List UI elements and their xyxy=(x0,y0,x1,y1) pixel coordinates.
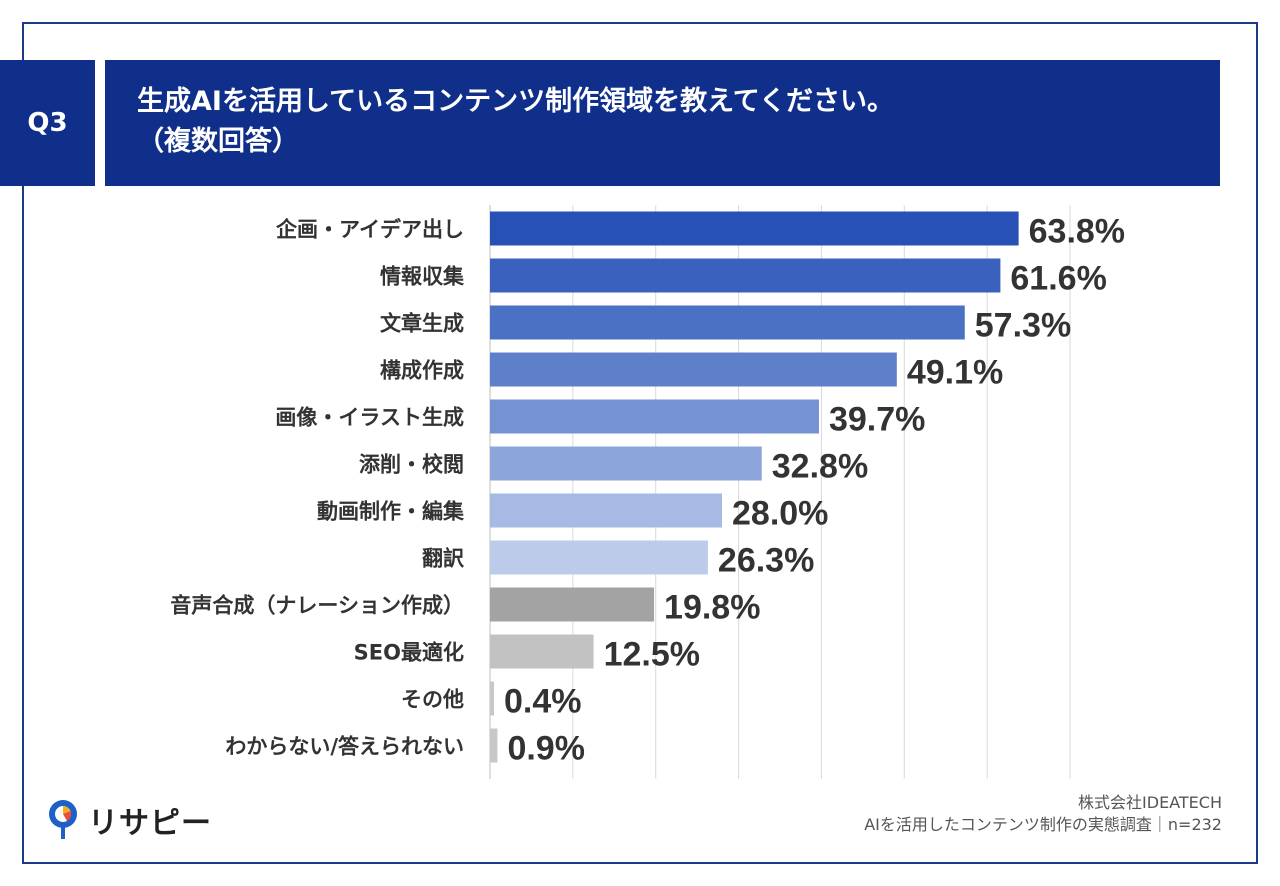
category-label: SEO最適化 xyxy=(354,641,464,665)
bar xyxy=(490,634,594,669)
category-label: 構成作成 xyxy=(380,359,464,383)
bar xyxy=(490,399,819,434)
bar xyxy=(490,728,498,763)
logo-text: リサピー xyxy=(88,806,212,841)
category-label: 動画制作・編集 xyxy=(317,500,465,524)
bar xyxy=(490,446,762,481)
value-label: 0.4% xyxy=(504,683,582,721)
chart-frame xyxy=(22,22,1258,864)
logo-pin-icon xyxy=(49,800,77,839)
value-label: 39.7% xyxy=(829,401,925,439)
value-label: 63.8% xyxy=(1029,213,1125,251)
question-badge: Q3 xyxy=(0,60,95,186)
bar xyxy=(490,305,965,340)
value-label: 12.5% xyxy=(604,636,700,674)
category-label: 情報収集 xyxy=(380,265,465,289)
category-label: 翻訳 xyxy=(422,547,465,571)
category-label: 画像・イラスト生成 xyxy=(275,406,464,430)
category-label: 音声合成（ナレーション作成） xyxy=(170,594,464,618)
question-title-box: 生成AIを活用しているコンテンツ制作領域を教えてください。 （複数回答） xyxy=(105,60,1220,186)
value-label: 57.3% xyxy=(975,307,1071,345)
footer-source: 株式会社IDEATECH AIを活用したコンテンツ制作の実態調査｜n=232 xyxy=(864,792,1222,836)
value-label: 32.8% xyxy=(772,448,868,486)
category-label: 添削・校閲 xyxy=(359,453,464,477)
category-label: わからない/答えられない xyxy=(225,735,464,759)
bar xyxy=(490,681,494,716)
category-label: 文章生成 xyxy=(380,312,464,336)
value-label: 61.6% xyxy=(1010,260,1106,298)
bar xyxy=(490,352,897,387)
bar xyxy=(490,211,1019,246)
value-label: 26.3% xyxy=(718,542,814,580)
bar xyxy=(490,258,1001,293)
value-label: 19.8% xyxy=(664,589,760,627)
question-subtitle: （複数回答） xyxy=(137,126,299,157)
logo: リサピー xyxy=(46,798,212,842)
category-label: その他 xyxy=(401,688,464,712)
category-label: 企画・アイデア出し xyxy=(275,218,464,242)
bar xyxy=(490,587,655,622)
company-name: 株式会社IDEATECH xyxy=(1078,793,1222,812)
bar xyxy=(490,493,722,528)
survey-info: AIを活用したコンテンツ制作の実態調査｜n=232 xyxy=(864,815,1222,834)
value-label: 28.0% xyxy=(732,495,828,533)
value-label: 0.9% xyxy=(507,730,585,768)
question-title: 生成AIを活用しているコンテンツ制作領域を教えてください。 xyxy=(137,86,894,117)
bar xyxy=(490,540,708,575)
value-label: 49.1% xyxy=(907,354,1003,392)
